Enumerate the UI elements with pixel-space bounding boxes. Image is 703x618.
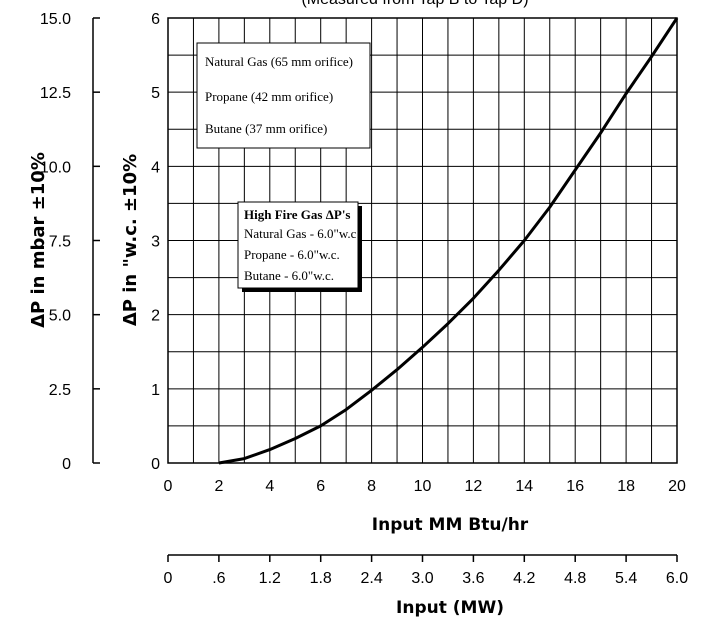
orifice-box: Natural Gas (65 mm orifice) Propane (42 … <box>196 42 371 149</box>
mw-tick-label: 6.0 <box>666 570 688 587</box>
mw-tick-label: 0 <box>164 570 173 587</box>
chart-title: (Measured from Tap B to Tap D) <box>301 0 528 8</box>
high-fire-natural-gas: Natural Gas - 6.0"w.c <box>244 226 357 241</box>
x2-axis-title: Input (MW) <box>396 598 504 618</box>
y-tick-label: 6 <box>151 11 160 28</box>
high-fire-title: High Fire Gas ΔP's <box>244 207 351 222</box>
x-tick-label: 8 <box>367 478 376 495</box>
plot-border <box>167 17 678 464</box>
high-fire-butane: Butane - 6.0"w.c. <box>244 268 334 283</box>
mw-tick-label: .6 <box>212 570 225 587</box>
mw-axis: 0 .6 1.2 1.8 2.4 3.0 3.6 4.2 4.8 5.4 6.0 <box>164 555 688 587</box>
mw-tick-label: 1.2 <box>259 570 281 587</box>
orifice-box-frame <box>196 42 371 149</box>
y-tick-label: 5 <box>151 85 160 102</box>
mbar-tick-label: 0 <box>62 456 71 473</box>
mw-tick-label: 4.2 <box>513 570 535 587</box>
mbar-tick-label: 12.5 <box>40 85 71 102</box>
x-tick-label: 12 <box>465 478 483 495</box>
x-tick-label: 10 <box>414 478 432 495</box>
orifice-natural-gas: Natural Gas (65 mm orifice) <box>205 54 353 69</box>
high-fire-propane: Propane - 6.0"w.c. <box>244 247 340 262</box>
x-tick-label: 2 <box>214 478 223 495</box>
x-axis-title: Input MM Btu/hr <box>372 515 529 535</box>
orifice-propane: Propane (42 mm orifice) <box>205 89 333 104</box>
plot-frame <box>167 17 678 464</box>
high-fire-box-frame <box>237 201 359 289</box>
high-fire-box: High Fire Gas ΔP's Natural Gas - 6.0"w.c… <box>237 201 362 292</box>
pressure-curve <box>218 17 679 465</box>
x-tick-label: 0 <box>164 478 173 495</box>
y2-axis-title: ΔP in mbar ±10% <box>28 152 49 328</box>
x-tick-label: 14 <box>515 478 533 495</box>
mbar-tick-label: 7.5 <box>49 234 71 251</box>
y-axis-title: ΔP in "w.c. ±10% <box>120 154 141 326</box>
curve-layer <box>218 17 679 465</box>
y-tick-label: 2 <box>151 308 160 325</box>
mbar-tick-label: 5.0 <box>49 308 71 325</box>
mw-tick-label: 2.4 <box>360 570 382 587</box>
mw-tick-label: 4.8 <box>564 570 586 587</box>
x-tick-label: 18 <box>617 478 635 495</box>
mbar-axis: 0 2.5 5.0 7.5 10.0 12.5 15.0 <box>40 11 100 473</box>
y-tick-label: 3 <box>151 234 160 251</box>
y-tick-label: 4 <box>151 159 160 176</box>
y-tick-label: 1 <box>151 382 160 399</box>
x-tick-label: 6 <box>316 478 325 495</box>
mw-tick-label: 1.8 <box>310 570 332 587</box>
orifice-butane: Butane (37 mm orifice) <box>205 121 327 136</box>
x-tick-label: 20 <box>668 478 686 495</box>
x-tick-label: 4 <box>265 478 274 495</box>
mbar-tick-label: 2.5 <box>49 382 71 399</box>
mw-tick-label: 3.6 <box>462 570 484 587</box>
mbar-tick-label: 10.0 <box>40 159 71 176</box>
y-tick-label: 0 <box>151 456 160 473</box>
mbar-tick-label: 15.0 <box>40 11 71 28</box>
x-tick-label: 16 <box>566 478 584 495</box>
mw-tick-label: 3.0 <box>411 570 433 587</box>
mw-tick-label: 5.4 <box>615 570 637 587</box>
